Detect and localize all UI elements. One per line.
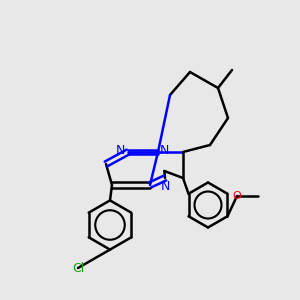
Text: O: O	[232, 191, 242, 201]
Text: N: N	[160, 144, 169, 157]
Text: N: N	[160, 179, 170, 193]
Text: Cl: Cl	[72, 262, 84, 275]
Text: N: N	[116, 144, 125, 157]
